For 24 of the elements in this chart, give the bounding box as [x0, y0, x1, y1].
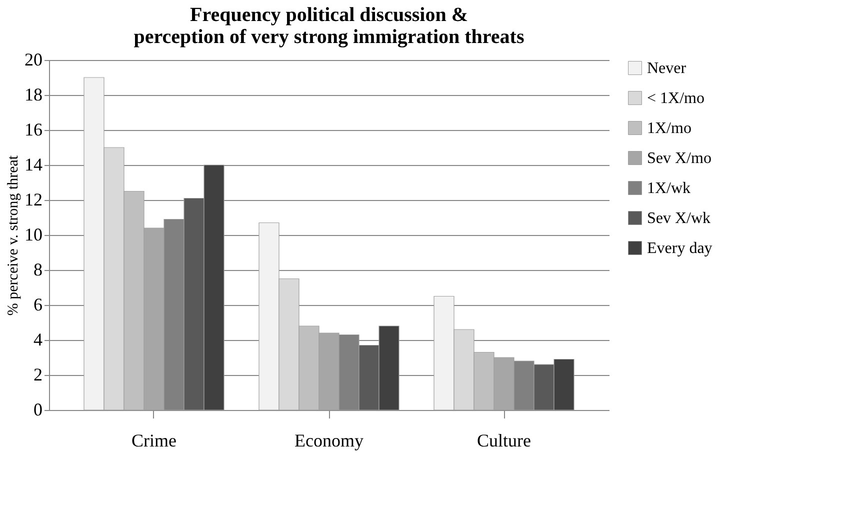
- x-tick-label: Economy: [294, 430, 364, 450]
- text: Frequency political discussion &: [190, 4, 468, 26]
- x-tick-label: Crime: [132, 430, 176, 450]
- y-tick-label: 4: [34, 330, 42, 350]
- y-tick-label: 8: [34, 260, 42, 280]
- y-tick-label: 20: [24, 50, 42, 70]
- y-tick-label: 0: [34, 400, 42, 420]
- y-tick-label: 2: [34, 364, 42, 384]
- legend-label: 1X/wk: [647, 180, 691, 197]
- legend-label: Every day: [647, 240, 712, 257]
- y-tick-label: 18: [24, 84, 42, 104]
- x-tick-label: Culture: [477, 430, 531, 450]
- y-tick-label: 14: [24, 154, 42, 174]
- legend-label: Never: [647, 60, 687, 77]
- legend-label: Sev X/wk: [647, 210, 711, 227]
- legend-label: 1X/mo: [647, 120, 692, 137]
- y-tick-label: 10: [24, 224, 42, 244]
- y-axis-title: % perceive v. strong threat: [6, 154, 22, 316]
- y-tick-label: 12: [24, 190, 42, 210]
- y-tick-label: 16: [24, 120, 42, 140]
- legend-label: < 1X/mo: [647, 90, 704, 107]
- text: perception of very strong immigration threats: [134, 26, 524, 48]
- legend-label: Sev X/mo: [647, 150, 712, 167]
- y-tick-label: 6: [34, 294, 42, 314]
